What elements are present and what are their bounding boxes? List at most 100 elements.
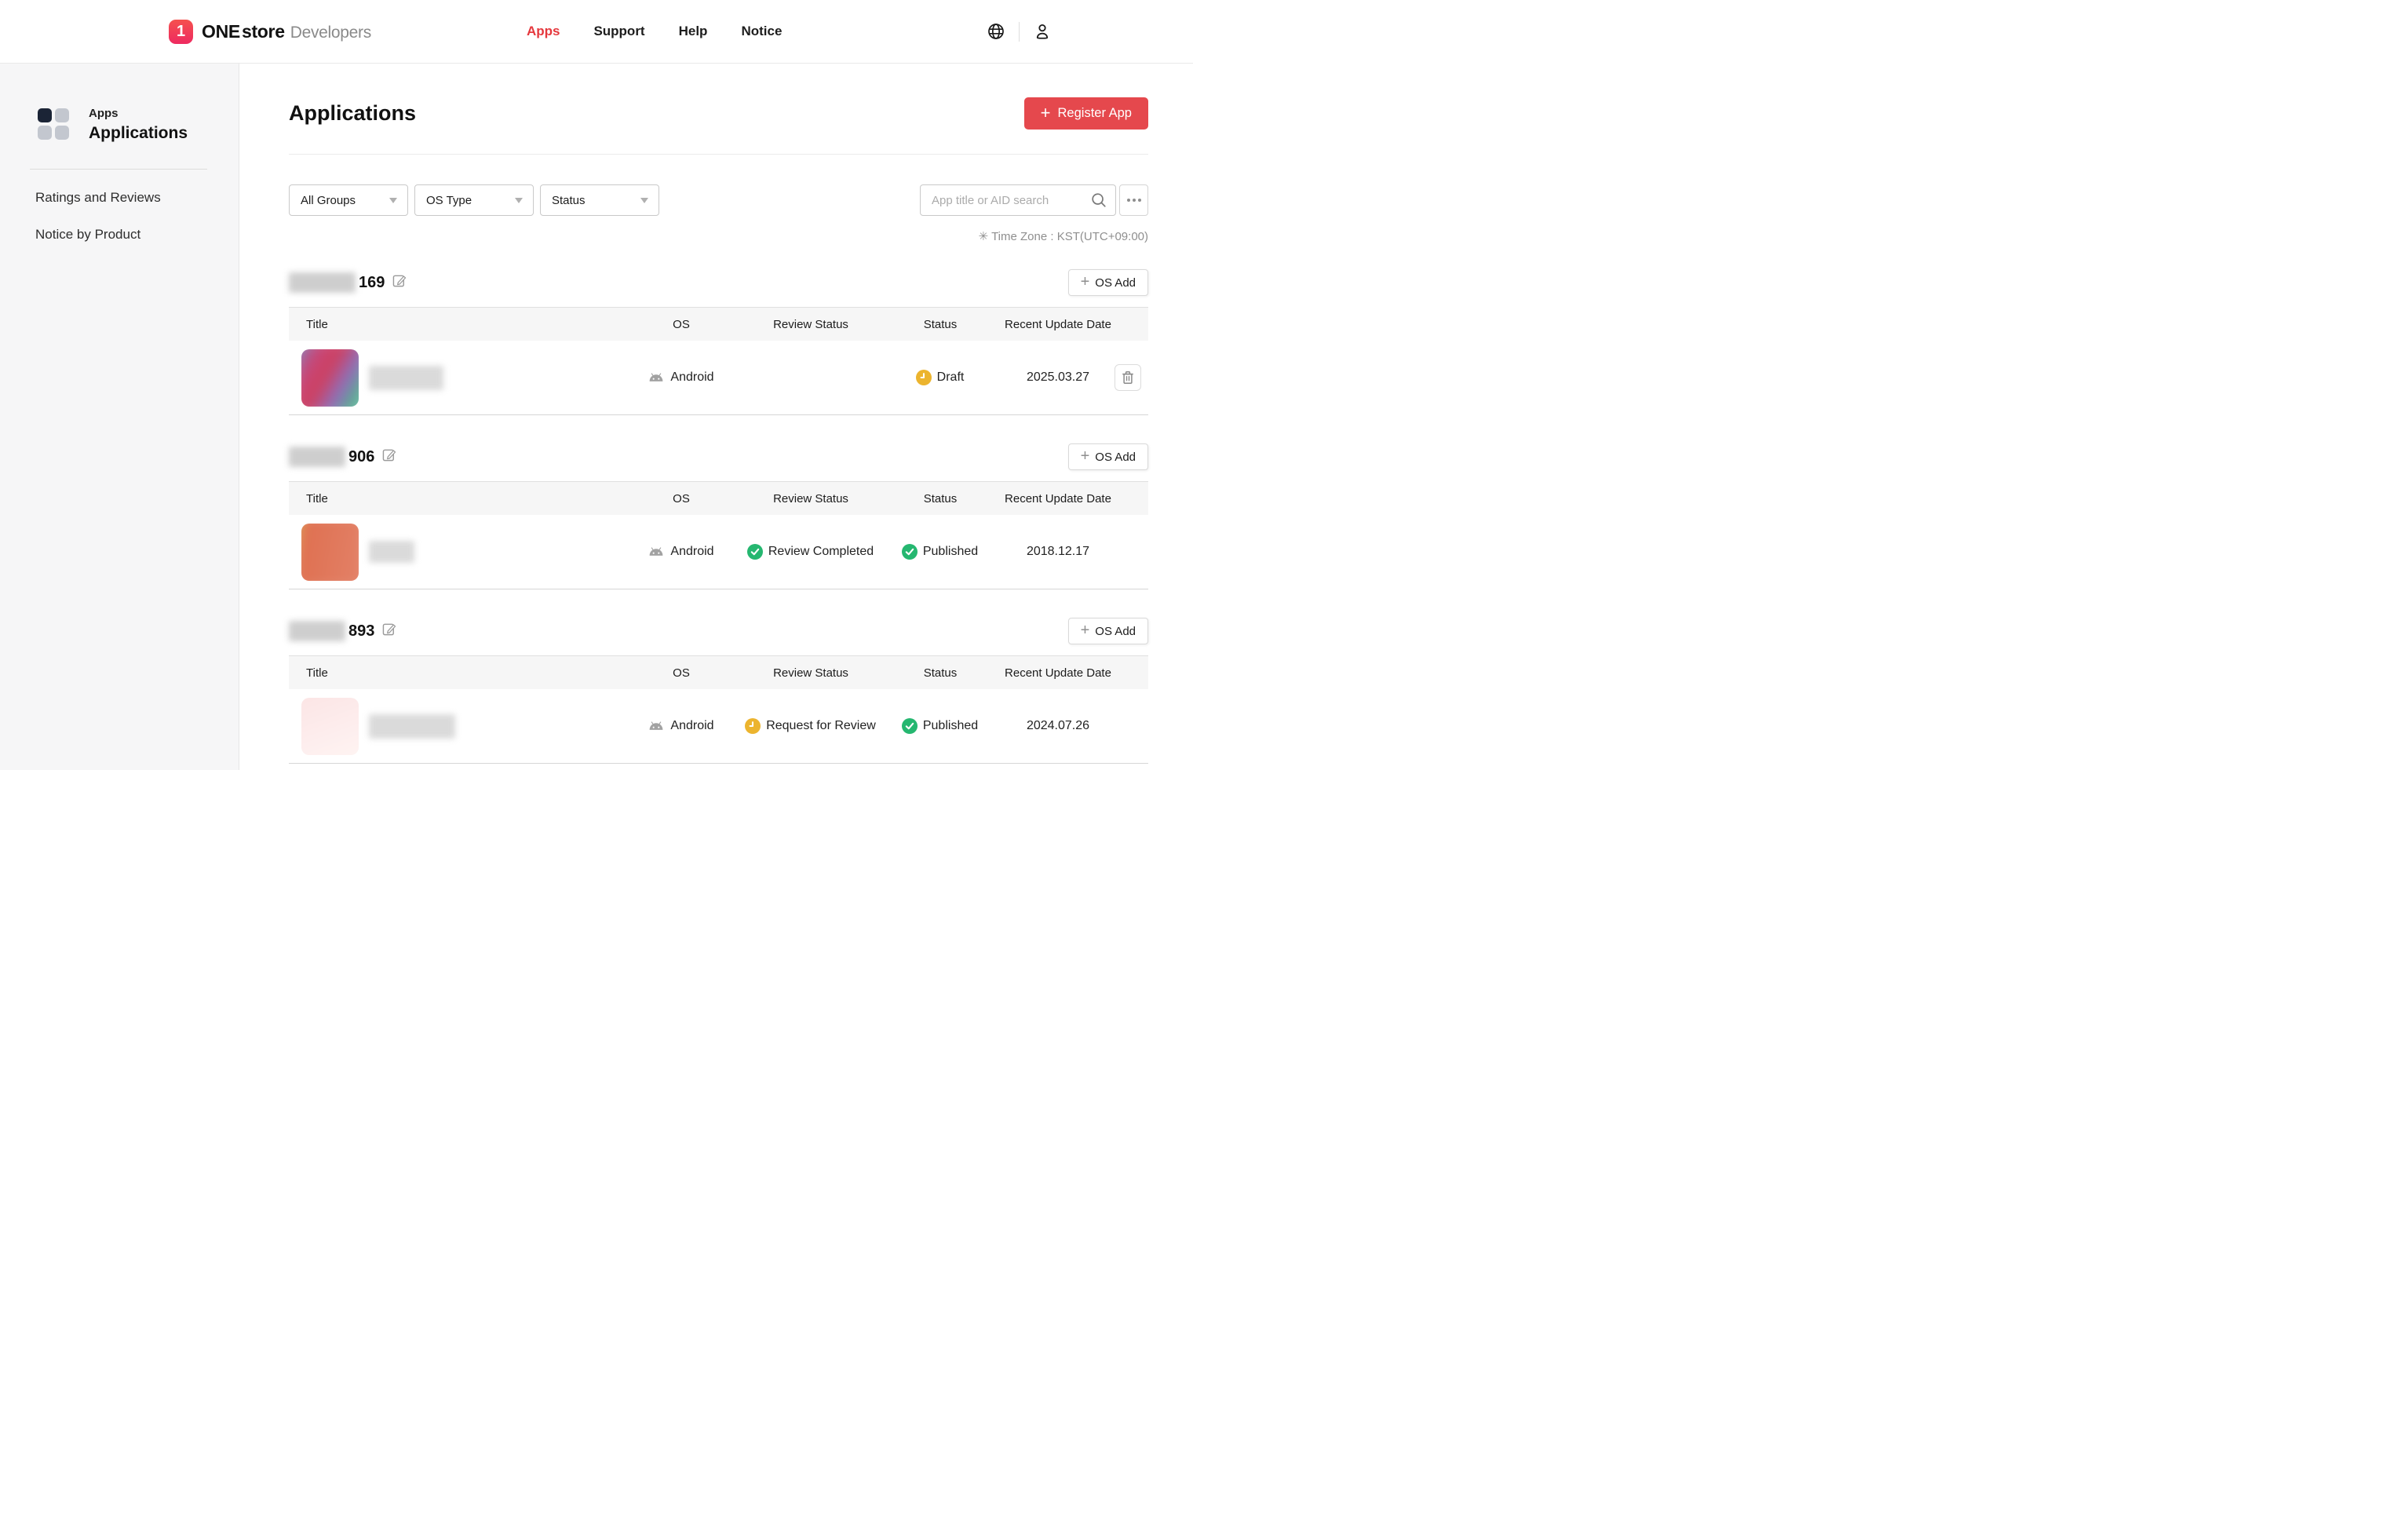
redacted-app-title [369,365,443,390]
table-header: Title OS Review Status Status Recent Upd… [289,481,1148,515]
sidebar-item-ratings-and-reviews[interactable]: Ratings and Reviews [35,190,161,205]
register-app-label: Register App [1057,106,1132,120]
plus-icon: + [1040,102,1051,122]
app-group-906: 906 + OS Add Title OS Review Status Stat… [289,443,1148,589]
col-status: Status [923,317,958,331]
col-title: Title [306,317,328,331]
nav-notice[interactable]: Notice [741,24,783,38]
os-type-filter-dropdown[interactable]: OS Type [414,184,534,216]
group-id-suffix: 893 [348,622,375,640]
check-circle-icon [901,544,918,560]
status-filter-value: Status [552,193,586,207]
sidebar-divider [30,169,207,170]
android-icon [648,372,664,383]
group-title: 906 [289,447,397,467]
app-row[interactable]: Android Request for Review Published 202… [289,689,1148,764]
group-title: 169 [289,272,407,293]
sidebar-title: Applications [89,124,188,142]
timezone-note: ✳ Time Zone : KST(UTC+09:00) [978,230,1148,243]
section-divider [289,154,1148,155]
app-row[interactable]: Android Review Completed Published 2018.… [289,515,1148,589]
search-box [920,184,1116,216]
search-icon[interactable] [1091,192,1107,208]
clock-icon [915,370,932,385]
col-review-status: Review Status [773,666,848,680]
group-id-suffix: 169 [359,273,385,291]
table-header: Title OS Review Status Status Recent Upd… [289,307,1148,341]
edit-pencil-icon[interactable] [382,622,397,637]
redacted-group-name [289,621,345,641]
os-add-label: OS Add [1095,450,1136,464]
os-add-button[interactable]: + OS Add [1067,269,1148,296]
header-actions [987,21,1052,42]
group-filter-dropdown[interactable]: All Groups [289,184,408,216]
sidebar-section-label: Apps [89,107,119,120]
globe-icon[interactable] [987,22,1005,41]
group-filter-value: All Groups [301,193,356,207]
brand-one: ONE [202,20,240,42]
caret-down-icon [389,197,397,203]
nav-help[interactable]: Help [678,24,708,38]
status-label: Published [922,719,979,732]
android-icon [648,546,664,557]
os-type-filter-value: OS Type [426,193,472,207]
col-review-status: Review Status [773,491,848,505]
page-title: Applications [289,101,417,125]
col-os: OS [673,666,690,680]
apps-grid-icon [38,108,69,140]
os-add-button[interactable]: + OS Add [1067,618,1148,644]
brand-logo[interactable]: 1 ONEstore Developers [169,19,371,44]
os-add-button[interactable]: + OS Add [1067,443,1148,470]
col-title: Title [306,666,328,680]
sidebar-menu: Ratings and Reviews Notice by Product [0,170,239,243]
sidebar-item-notice-by-product[interactable]: Notice by Product [35,227,141,242]
update-date: 2025.03.27 [1026,370,1090,384]
col-os: OS [673,491,690,505]
person-icon[interactable] [1033,22,1052,41]
os-add-label: OS Add [1095,624,1136,638]
sidebar: Apps Applications Ratings and Reviews No… [0,64,239,770]
status-label: Published [922,545,979,558]
status-label: Draft [936,370,965,384]
search-input[interactable] [932,193,1091,207]
table-header: Title OS Review Status Status Recent Upd… [289,655,1148,689]
redacted-group-name [289,272,356,293]
app-icon [301,697,359,755]
brand-suffix: Developers [290,23,372,42]
app-row[interactable]: Android Draft 2025.03.27 [289,341,1148,415]
col-os: OS [673,317,690,331]
check-circle-icon [901,718,918,734]
col-recent-update-date: Recent Update Date [1005,666,1111,680]
register-app-button[interactable]: + Register App [1023,97,1148,130]
col-recent-update-date: Recent Update Date [1005,317,1111,331]
clock-icon [745,718,761,734]
col-recent-update-date: Recent Update Date [1005,491,1111,505]
review-status-cell: Request for Review [736,718,885,734]
col-review-status: Review Status [773,317,848,331]
col-title: Title [306,491,328,505]
one-store-logo-icon: 1 [169,19,193,44]
review-status-label: Request for Review [766,719,876,732]
more-options-button[interactable] [1119,184,1148,216]
review-status-cell: Review Completed [736,544,885,560]
ellipsis-icon [1126,199,1130,202]
status-filter-dropdown[interactable]: Status [540,184,659,216]
update-date: 2018.12.17 [1026,545,1090,558]
brand-text: ONEstore Developers [202,21,371,42]
plus-icon: + [1080,273,1090,290]
caret-down-icon [515,197,523,203]
caret-down-icon [640,197,648,203]
redacted-app-title [369,541,414,563]
header-divider [1019,21,1020,42]
edit-pencil-icon[interactable] [392,273,407,288]
check-circle-icon [746,544,763,560]
brand-store: store [241,20,285,42]
nav-apps[interactable]: Apps [526,24,560,38]
nav-support[interactable]: Support [593,24,645,38]
app-group-169: 169 + OS Add Title OS Review Status Stat… [289,269,1148,415]
top-nav: Apps Support Help Notice [527,24,782,39]
edit-pencil-icon[interactable] [382,447,397,462]
group-title: 893 [289,621,397,641]
delete-app-button[interactable] [1115,364,1141,391]
plus-icon: + [1080,447,1090,465]
